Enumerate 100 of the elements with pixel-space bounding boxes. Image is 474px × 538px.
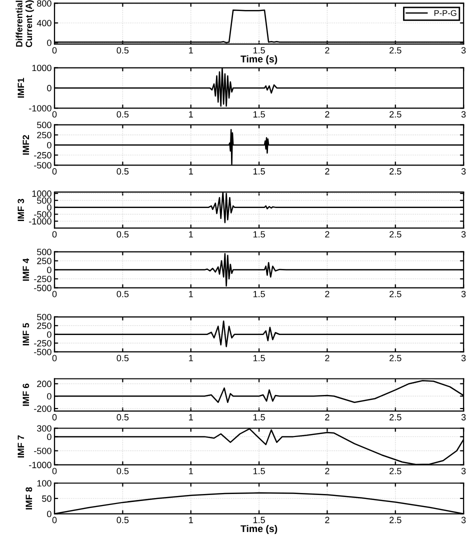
x-tick-label: 0 <box>52 468 57 474</box>
y-tick-label: -500 <box>34 448 52 454</box>
y-tick-label: -200 <box>34 406 52 412</box>
x-tick-label: 1.5 <box>253 231 265 238</box>
x-axis-title: Time (s) <box>240 524 278 534</box>
y-tick-label: 100 <box>37 480 52 486</box>
y-tick-label: 0 <box>47 142 52 148</box>
x-tick-label: 2 <box>325 47 330 54</box>
line-series <box>54 428 464 465</box>
y-tick-label: 1000 <box>32 64 52 72</box>
y-tick-label: 0 <box>47 331 52 338</box>
x-tick-label: 0 <box>52 354 57 362</box>
y-tick-label: 0 <box>47 266 52 274</box>
y-tick-label: 800 <box>37 0 52 7</box>
y-tick-label: -250 <box>34 152 52 158</box>
x-tick-label: 1.5 <box>253 168 265 175</box>
y-tick-label: 1000 <box>32 190 52 197</box>
line-series <box>54 68 464 107</box>
x-tick-label: 3 <box>461 47 466 54</box>
x-tick-label: 2.5 <box>390 468 402 474</box>
y-tick-label: -250 <box>34 276 52 282</box>
x-tick-label: 0 <box>52 290 57 298</box>
x-tick-label: 0.5 <box>116 168 129 175</box>
x-tick-label: 1.5 <box>253 468 265 474</box>
y-tick-label: 250 <box>37 258 52 264</box>
y-tick-label: 0 <box>47 84 52 92</box>
x-tick-label: 2.5 <box>390 516 402 524</box>
x-tick-label: 0 <box>52 47 57 54</box>
x-tick-label: 0 <box>52 168 57 175</box>
y-axis-title: IMF1 <box>18 78 24 98</box>
y-axis-title: IMF 3 <box>18 198 24 222</box>
x-tick-label: 0 <box>52 231 57 238</box>
x-tick-label: 3 <box>461 168 466 175</box>
x-tick-label: 3 <box>461 111 466 118</box>
x-tick-label: 3 <box>461 516 466 524</box>
x-tick-label: 2.5 <box>390 290 402 298</box>
x-tick-label: 1 <box>189 47 193 54</box>
x-tick-label: 1.5 <box>253 47 265 54</box>
x-tick-label: 2 <box>325 231 330 238</box>
x-tick-label: 0.5 <box>116 354 129 362</box>
y-tick-label: 0 <box>47 510 52 518</box>
x-tick-label: 1 <box>189 111 193 118</box>
y-tick-label: 0 <box>47 204 52 211</box>
y-tick-label: 200 <box>37 380 52 388</box>
y-tick-label: -1000 <box>29 462 52 468</box>
x-tick-label: 0 <box>52 414 57 420</box>
x-tick-label: 0.5 <box>116 290 129 298</box>
x-tick-label: 1 <box>189 354 193 362</box>
x-tick-label: 3 <box>461 231 466 238</box>
x-tick-label: 3 <box>461 354 466 362</box>
x-tick-label: 0.5 <box>116 414 129 420</box>
y-axis-title: Differential Current (A) <box>16 0 34 48</box>
x-tick-label: 1.5 <box>253 354 265 362</box>
x-tick-label: 3 <box>461 290 466 298</box>
y-tick-label: 500 <box>37 122 52 128</box>
y-tick-label: -500 <box>34 348 52 356</box>
y-tick-label: 300 <box>37 425 52 432</box>
y-tick-label: 250 <box>37 322 52 329</box>
y-tick-label: -250 <box>34 340 52 346</box>
y-tick-label: 250 <box>37 132 52 138</box>
x-tick-label: 2 <box>325 516 330 524</box>
x-tick-label: 0.5 <box>116 111 129 118</box>
y-tick-label: -1000 <box>29 105 52 112</box>
x-tick-label: 2.5 <box>390 414 402 420</box>
x-tick-label: 0.5 <box>116 516 129 524</box>
y-tick-label: 500 <box>37 314 52 320</box>
x-tick-label: 0.5 <box>116 468 129 474</box>
x-tick-label: 2 <box>325 168 330 174</box>
x-tick-label: 2 <box>325 468 330 474</box>
y-axis-title: IMF 6 <box>22 384 30 406</box>
y-axis-title: IMF 5 <box>22 323 30 346</box>
x-tick-label: 3 <box>461 468 466 474</box>
x-tick-label: 1 <box>189 414 193 420</box>
x-tick-label: 0.5 <box>116 47 129 54</box>
x-tick-label: 2.5 <box>390 47 402 54</box>
x-tick-label: 1 <box>189 468 193 474</box>
x-tick-label: 0 <box>52 516 57 524</box>
y-tick-label: -500 <box>34 162 52 169</box>
x-tick-label: 2.5 <box>390 111 402 118</box>
x-tick-label: 1.5 <box>253 516 265 524</box>
x-tick-label: 2 <box>325 354 330 362</box>
x-tick-label: 3 <box>461 414 466 420</box>
x-tick-label: 1 <box>189 290 193 298</box>
x-tick-label: 1.5 <box>253 111 265 118</box>
x-tick-label: 0 <box>52 111 57 118</box>
y-tick-label: 50 <box>42 495 52 502</box>
y-axis-title: IMF 8 <box>26 487 32 510</box>
x-axis-title: Time (s) <box>240 55 278 64</box>
line-series <box>54 320 464 348</box>
x-tick-label: 1.5 <box>253 414 265 420</box>
y-tick-label: 500 <box>37 248 52 256</box>
x-tick-label: 2 <box>325 111 330 118</box>
y-axis-title: IMF2 <box>22 135 30 155</box>
y-axis-title: IMF 7 <box>18 435 24 458</box>
y-tick-label: -500 <box>34 211 52 218</box>
x-tick-label: 0.5 <box>116 231 129 238</box>
x-tick-label: 1 <box>189 516 193 524</box>
y-tick-label: 0 <box>47 40 52 46</box>
legend-label: P-P-G <box>434 10 456 16</box>
x-tick-label: 2 <box>325 290 330 298</box>
